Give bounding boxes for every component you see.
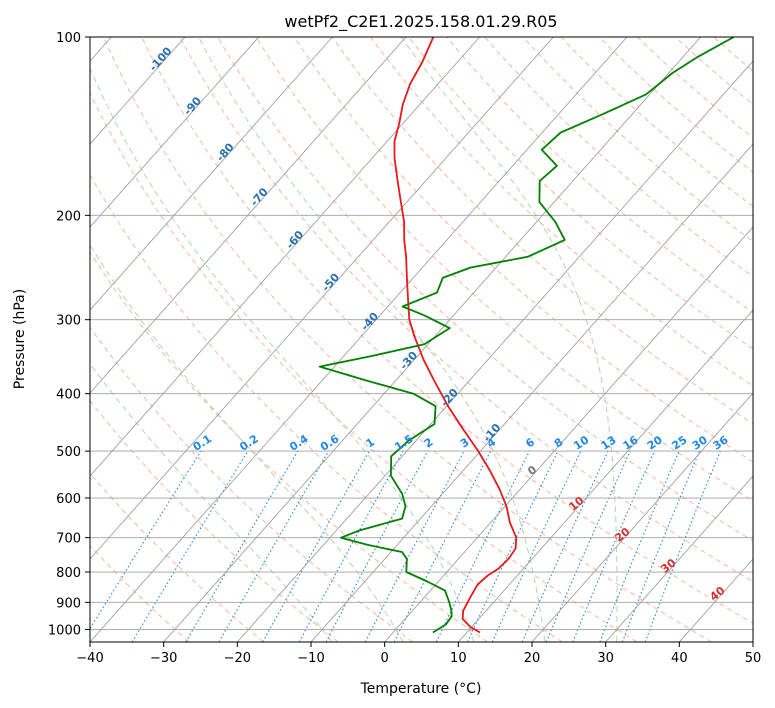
dry-adiabat-line [103,37,712,642]
y-tick-label: 200 [56,209,81,224]
sounding-lines [318,37,735,634]
y-axis: 100 200 300 400 500 600 700 800 900 1000 [48,31,90,638]
x-axis-label: Temperature (°C) [360,681,482,697]
dry-adiabat-line [598,37,753,173]
x-tick-label: −30 [150,651,177,666]
moist-adiabat-line [198,37,546,642]
isotherm-line [236,60,753,642]
mixing-ratio-line [131,450,249,642]
mixing-ratio-line [491,450,582,642]
chart-title: wetPf2_C2E1.2025.158.01.29.R05 [284,12,557,32]
y-tick-label: 400 [56,388,81,403]
dry-adiabat-line [90,173,563,642]
isotherm-line [90,37,260,228]
mixing-ratio-line [521,450,609,642]
y-tick-label: 100 [56,31,81,46]
y-tick-label: 900 [56,596,81,611]
isotherm-line [90,37,407,394]
mixing-ratio-line [218,450,330,642]
mixing-ratio-line [572,450,656,642]
y-tick-label: 1000 [48,623,81,638]
x-tick-label: −10 [297,651,324,666]
y-tick-label: 700 [56,532,81,547]
moist-adiabat-line [90,67,475,642]
isotherm-line [90,37,333,311]
mixing-ratio-line [262,450,371,642]
plot-frame [89,36,754,643]
y-axis-label: Pressure (hPa) [12,289,28,389]
dry-adiabat-line [217,37,753,542]
isotherm-line [90,37,554,560]
mixing-ratio-line [90,450,202,630]
x-tick-label: 0 [381,651,389,666]
isotherm-line [531,392,753,642]
y-tick-label: 600 [56,492,81,507]
y-tick-label: 800 [56,566,81,581]
temperature-line [393,37,518,634]
isotherm-line [90,37,186,145]
dry-adiabat-line [90,91,638,642]
mixing-ratio-line [599,450,680,642]
x-tick-label: −40 [76,651,103,666]
dry-adiabat-line [90,326,414,642]
isotherm-line [90,37,481,477]
dry-adiabat-line [90,399,339,642]
dry-adiabat-line [293,37,753,463]
moist-adiabat-line [90,362,333,642]
isotherm-line [90,37,628,642]
isotherm-line [752,641,753,642]
dewpoint-line [318,37,735,634]
dry-adiabat-line [179,37,753,583]
mixing-ratio-line [298,450,404,642]
moist-adiabat-line [90,244,404,642]
x-axis: −40 −30 −20 −10 0 10 20 30 40 50 [76,642,761,666]
x-tick-label: 50 [745,651,762,666]
dry-adiabat-line [522,37,753,242]
isotherm-line [605,475,753,642]
mixing-ratio-line [466,450,559,642]
mixing-ratio-line [185,450,299,642]
y-tick-label: 300 [56,314,81,329]
isotherm-line [384,226,753,642]
background-lines [90,37,753,642]
mixing-ratio-line [435,450,531,642]
dry-adiabat-line [560,37,753,208]
dry-adiabat-line [90,251,488,642]
x-tick-label: 40 [671,651,688,666]
x-tick-label: 30 [597,651,614,666]
dry-adiabat-line [255,37,753,502]
isotherm-line [310,143,753,642]
isotherm-line [457,309,753,642]
mixing-ratio-line [545,450,632,642]
x-tick-label: 20 [524,651,541,666]
x-tick-label: 10 [450,651,467,666]
x-tick-label: −20 [224,651,251,666]
y-tick-label: 500 [56,445,81,460]
